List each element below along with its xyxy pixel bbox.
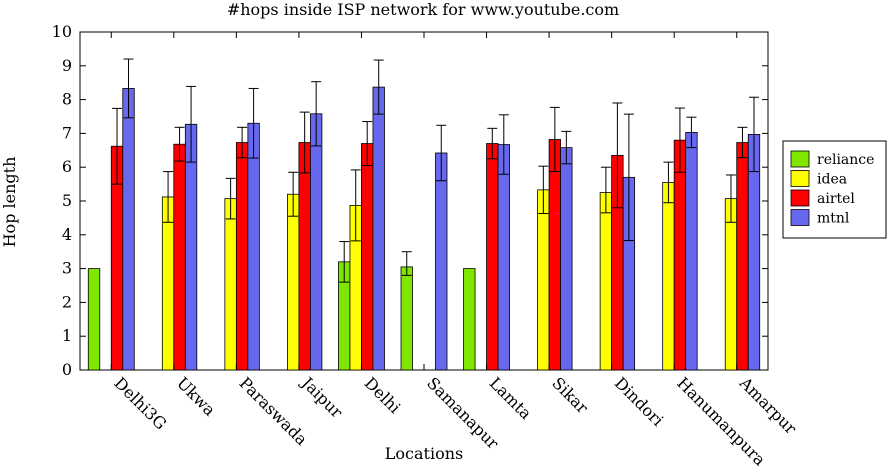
- error-bar-idea: [663, 161, 674, 204]
- y-tick-label: 1: [62, 326, 72, 345]
- legend-swatch: [790, 150, 810, 168]
- error-bar-idea: [350, 169, 361, 242]
- bar-idea: [724, 198, 738, 371]
- error-bar-airtel: [487, 127, 498, 160]
- error-bar-airtel: [237, 126, 248, 159]
- error-bar-idea: [288, 171, 299, 217]
- error-bar-idea: [225, 177, 236, 220]
- x-axis-label: Locations: [385, 444, 463, 463]
- bar-idea: [599, 192, 613, 371]
- legend-swatch: [790, 209, 810, 226]
- error-bar-idea: [600, 166, 611, 214]
- legend-item-idea: idea: [790, 170, 847, 188]
- y-tick-label: 2: [62, 292, 72, 311]
- bar-mtnl: [372, 86, 385, 371]
- error-bar-mtnl: [311, 81, 322, 147]
- error-bar-mtnl: [248, 87, 259, 159]
- error-bar-mtnl: [498, 114, 509, 175]
- bars-layer: [87, 86, 761, 371]
- bar-idea: [161, 196, 175, 371]
- bar-reliance: [87, 268, 101, 371]
- bar-reliance: [400, 266, 413, 371]
- error-bar-mtnl: [373, 59, 384, 115]
- error-bars-layer: [112, 58, 759, 283]
- bar-idea: [224, 198, 237, 371]
- bar-airtel: [173, 143, 186, 371]
- bar-mtnl: [497, 144, 510, 371]
- error-bar-airtel: [612, 102, 623, 209]
- legend-label: airtel: [817, 191, 855, 207]
- y-tick-label: 7: [62, 123, 72, 142]
- error-bar-idea: [163, 171, 174, 223]
- x-tick-label: Sikar: [548, 373, 592, 417]
- error-bar-mtnl: [561, 130, 572, 165]
- bar-idea: [537, 189, 550, 371]
- error-bar-idea: [725, 174, 736, 223]
- bar-mtnl: [122, 88, 135, 371]
- x-tick-label: Delhi: [361, 373, 405, 417]
- legend-swatch: [790, 189, 810, 207]
- error-bar-airtel: [112, 107, 123, 185]
- legend-label: mtnl: [817, 211, 850, 227]
- x-tick-label: Dindori: [611, 373, 667, 429]
- y-tick-label: 6: [62, 157, 72, 176]
- legend-item-airtel: airtel: [790, 189, 855, 207]
- bar-airtel: [235, 142, 249, 371]
- bar-airtel: [548, 139, 561, 371]
- y-tick-label: 10: [52, 22, 72, 41]
- bar-airtel: [486, 143, 499, 371]
- legend-item-mtnl: mtnl: [790, 209, 850, 227]
- error-bar-airtel: [299, 111, 310, 174]
- bar-idea: [662, 182, 675, 371]
- bar-reliance: [463, 268, 476, 371]
- legend-swatch: [790, 170, 810, 187]
- error-bar-mtnl: [623, 113, 634, 242]
- error-bar-mtnl: [748, 96, 759, 173]
- y-tick-label: 9: [62, 56, 72, 75]
- bar-airtel: [673, 139, 687, 371]
- error-bar-idea: [538, 165, 549, 215]
- error-bar-reliance: [401, 251, 412, 276]
- legend-label: reliance: [817, 152, 874, 168]
- bar-airtel: [736, 142, 749, 371]
- x-tick-label: Ukwa: [173, 373, 220, 420]
- error-bar-mtnl: [123, 58, 134, 119]
- bar-mtnl: [310, 113, 323, 371]
- error-bar-airtel: [737, 126, 748, 159]
- bar-mtnl: [247, 122, 260, 371]
- error-bar-airtel: [674, 107, 685, 173]
- y-tick-label: 4: [62, 225, 72, 244]
- y-axis-ticks: 0 1 2 3 4 5 6 7 8 9 10: [52, 22, 768, 379]
- legend-item-reliance: reliance: [790, 150, 874, 168]
- error-bar-airtel: [362, 121, 373, 167]
- error-bar-mtnl: [686, 116, 697, 149]
- bar-airtel: [298, 142, 311, 371]
- error-bar-mtnl: [436, 124, 447, 182]
- y-tick-label: 0: [62, 360, 72, 379]
- y-tick-label: 8: [62, 90, 72, 109]
- error-bar-reliance: [339, 241, 350, 283]
- y-tick-label: 5: [62, 191, 72, 210]
- x-tick-label: Jaipur: [297, 372, 347, 422]
- x-tick-label: Amarpur: [735, 373, 800, 438]
- y-axis-label: Hop length: [0, 157, 19, 248]
- x-tick-label: Delhi3G: [110, 373, 170, 433]
- bar-mtnl: [685, 131, 698, 371]
- error-bar-mtnl: [186, 85, 197, 163]
- y-tick-label: 3: [62, 259, 72, 278]
- error-bar-airtel: [174, 126, 185, 162]
- bar-mtnl: [560, 147, 573, 371]
- legend: reliance idea airtel mtnl: [782, 140, 887, 239]
- bar-airtel: [361, 143, 374, 371]
- x-tick-label: Lamta: [486, 373, 536, 423]
- bar-mtnl: [435, 152, 448, 371]
- bar-idea: [287, 193, 300, 371]
- error-bar-airtel: [549, 106, 560, 173]
- chart-title: #hops inside ISP network for www.youtube…: [227, 0, 619, 19]
- legend-label: idea: [817, 172, 847, 188]
